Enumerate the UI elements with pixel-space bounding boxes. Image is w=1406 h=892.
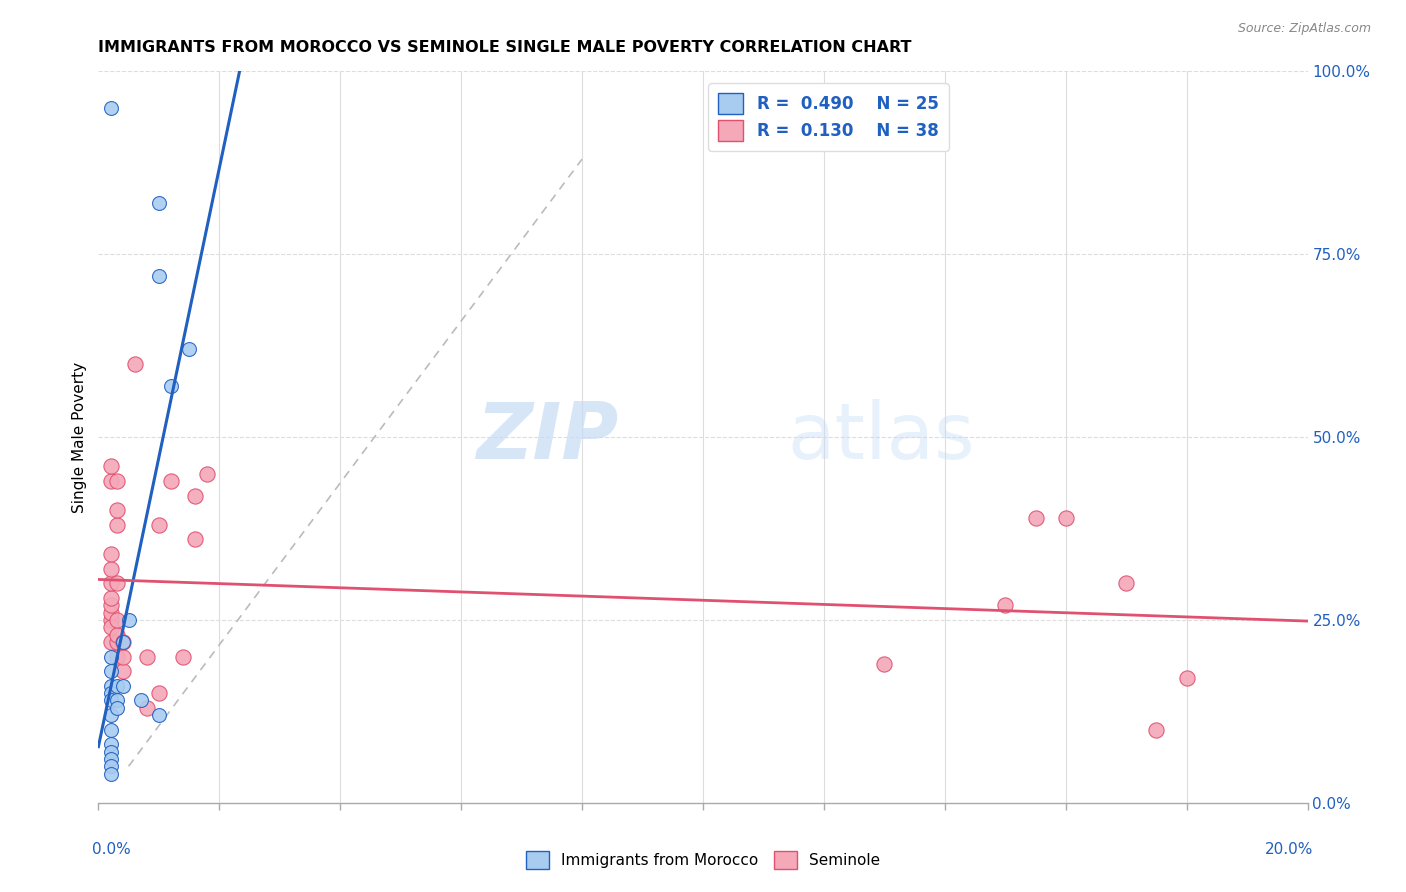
Legend: Immigrants from Morocco, Seminole: Immigrants from Morocco, Seminole [520,845,886,875]
Point [100,664,122,678]
Point [100,649,122,664]
Point [1144,723,1167,737]
Point [100,599,122,613]
Point [100,737,122,751]
Point [100,766,122,780]
Point [111,649,134,664]
Point [111,679,134,693]
Point [172,649,194,664]
Point [160,379,183,393]
Text: ZIP: ZIP [477,399,619,475]
Point [148,517,170,532]
Point [1115,576,1137,591]
Text: IMMIGRANTS FROM MOROCCO VS SEMINOLE SINGLE MALE POVERTY CORRELATION CHART: IMMIGRANTS FROM MOROCCO VS SEMINOLE SING… [98,40,912,55]
Point [148,269,170,284]
Point [195,467,218,481]
Point [135,700,157,714]
Point [111,635,134,649]
Point [100,547,122,561]
Text: 0.0%: 0.0% [93,842,131,857]
Point [105,627,128,641]
Point [111,635,134,649]
Point [105,693,128,707]
Point [100,693,122,707]
Point [100,752,122,766]
Point [100,613,122,627]
Point [111,664,134,678]
Point [148,708,170,723]
Point [100,606,122,620]
Point [100,101,122,115]
Point [105,474,128,488]
Point [105,635,128,649]
Text: Source: ZipAtlas.com: Source: ZipAtlas.com [1237,22,1371,36]
Point [105,679,128,693]
Point [100,723,122,737]
Point [105,700,128,714]
Point [100,708,122,723]
Point [105,517,128,532]
Point [100,591,122,605]
Point [148,686,170,700]
Point [100,679,122,693]
Point [179,343,201,357]
Point [124,357,146,371]
Point [100,686,122,700]
Point [118,613,141,627]
Text: 20.0%: 20.0% [1265,842,1313,857]
Y-axis label: Single Male Poverty: Single Male Poverty [72,361,87,513]
Point [100,576,122,591]
Point [105,649,128,664]
Point [105,503,128,517]
Point [100,562,122,576]
Point [100,474,122,488]
Point [994,599,1017,613]
Point [184,533,207,547]
Point [100,620,122,634]
Point [100,745,122,759]
Point [1024,510,1046,524]
Point [100,759,122,773]
Point [105,613,128,627]
Legend: R =  0.490    N = 25, R =  0.130    N = 38: R = 0.490 N = 25, R = 0.130 N = 38 [709,83,949,151]
Point [184,489,207,503]
Point [105,576,128,591]
Point [100,635,122,649]
Point [160,474,183,488]
Text: atlas: atlas [787,399,976,475]
Point [100,459,122,474]
Point [1175,672,1198,686]
Point [1054,510,1077,524]
Point [148,196,170,211]
Point [873,657,896,671]
Point [129,693,152,707]
Point [135,649,157,664]
